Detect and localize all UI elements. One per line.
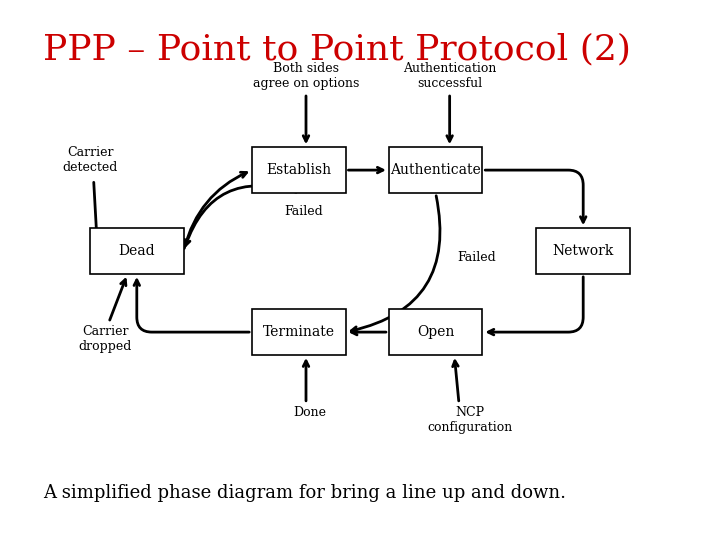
Text: Failed: Failed bbox=[284, 205, 323, 218]
FancyBboxPatch shape bbox=[536, 228, 630, 274]
Text: Open: Open bbox=[417, 325, 454, 339]
Text: Done: Done bbox=[293, 406, 326, 420]
Text: NCP
configuration: NCP configuration bbox=[427, 406, 513, 434]
Text: A simplified phase diagram for bring a line up and down.: A simplified phase diagram for bring a l… bbox=[43, 484, 566, 502]
FancyBboxPatch shape bbox=[252, 147, 346, 193]
Text: Dead: Dead bbox=[119, 244, 155, 258]
Text: Establish: Establish bbox=[266, 163, 331, 177]
Text: Authentication
successful: Authentication successful bbox=[403, 63, 496, 90]
Text: Failed: Failed bbox=[457, 251, 496, 264]
Text: Carrier
detected: Carrier detected bbox=[63, 146, 117, 174]
Text: Carrier
dropped: Carrier dropped bbox=[78, 325, 132, 353]
FancyBboxPatch shape bbox=[389, 309, 482, 355]
FancyBboxPatch shape bbox=[90, 228, 184, 274]
Text: Both sides
agree on options: Both sides agree on options bbox=[253, 63, 359, 90]
FancyBboxPatch shape bbox=[252, 309, 346, 355]
Text: Terminate: Terminate bbox=[263, 325, 335, 339]
Text: Authenticate: Authenticate bbox=[390, 163, 481, 177]
Text: Network: Network bbox=[552, 244, 614, 258]
FancyBboxPatch shape bbox=[389, 147, 482, 193]
Text: PPP – Point to Point Protocol (2): PPP – Point to Point Protocol (2) bbox=[43, 32, 631, 66]
